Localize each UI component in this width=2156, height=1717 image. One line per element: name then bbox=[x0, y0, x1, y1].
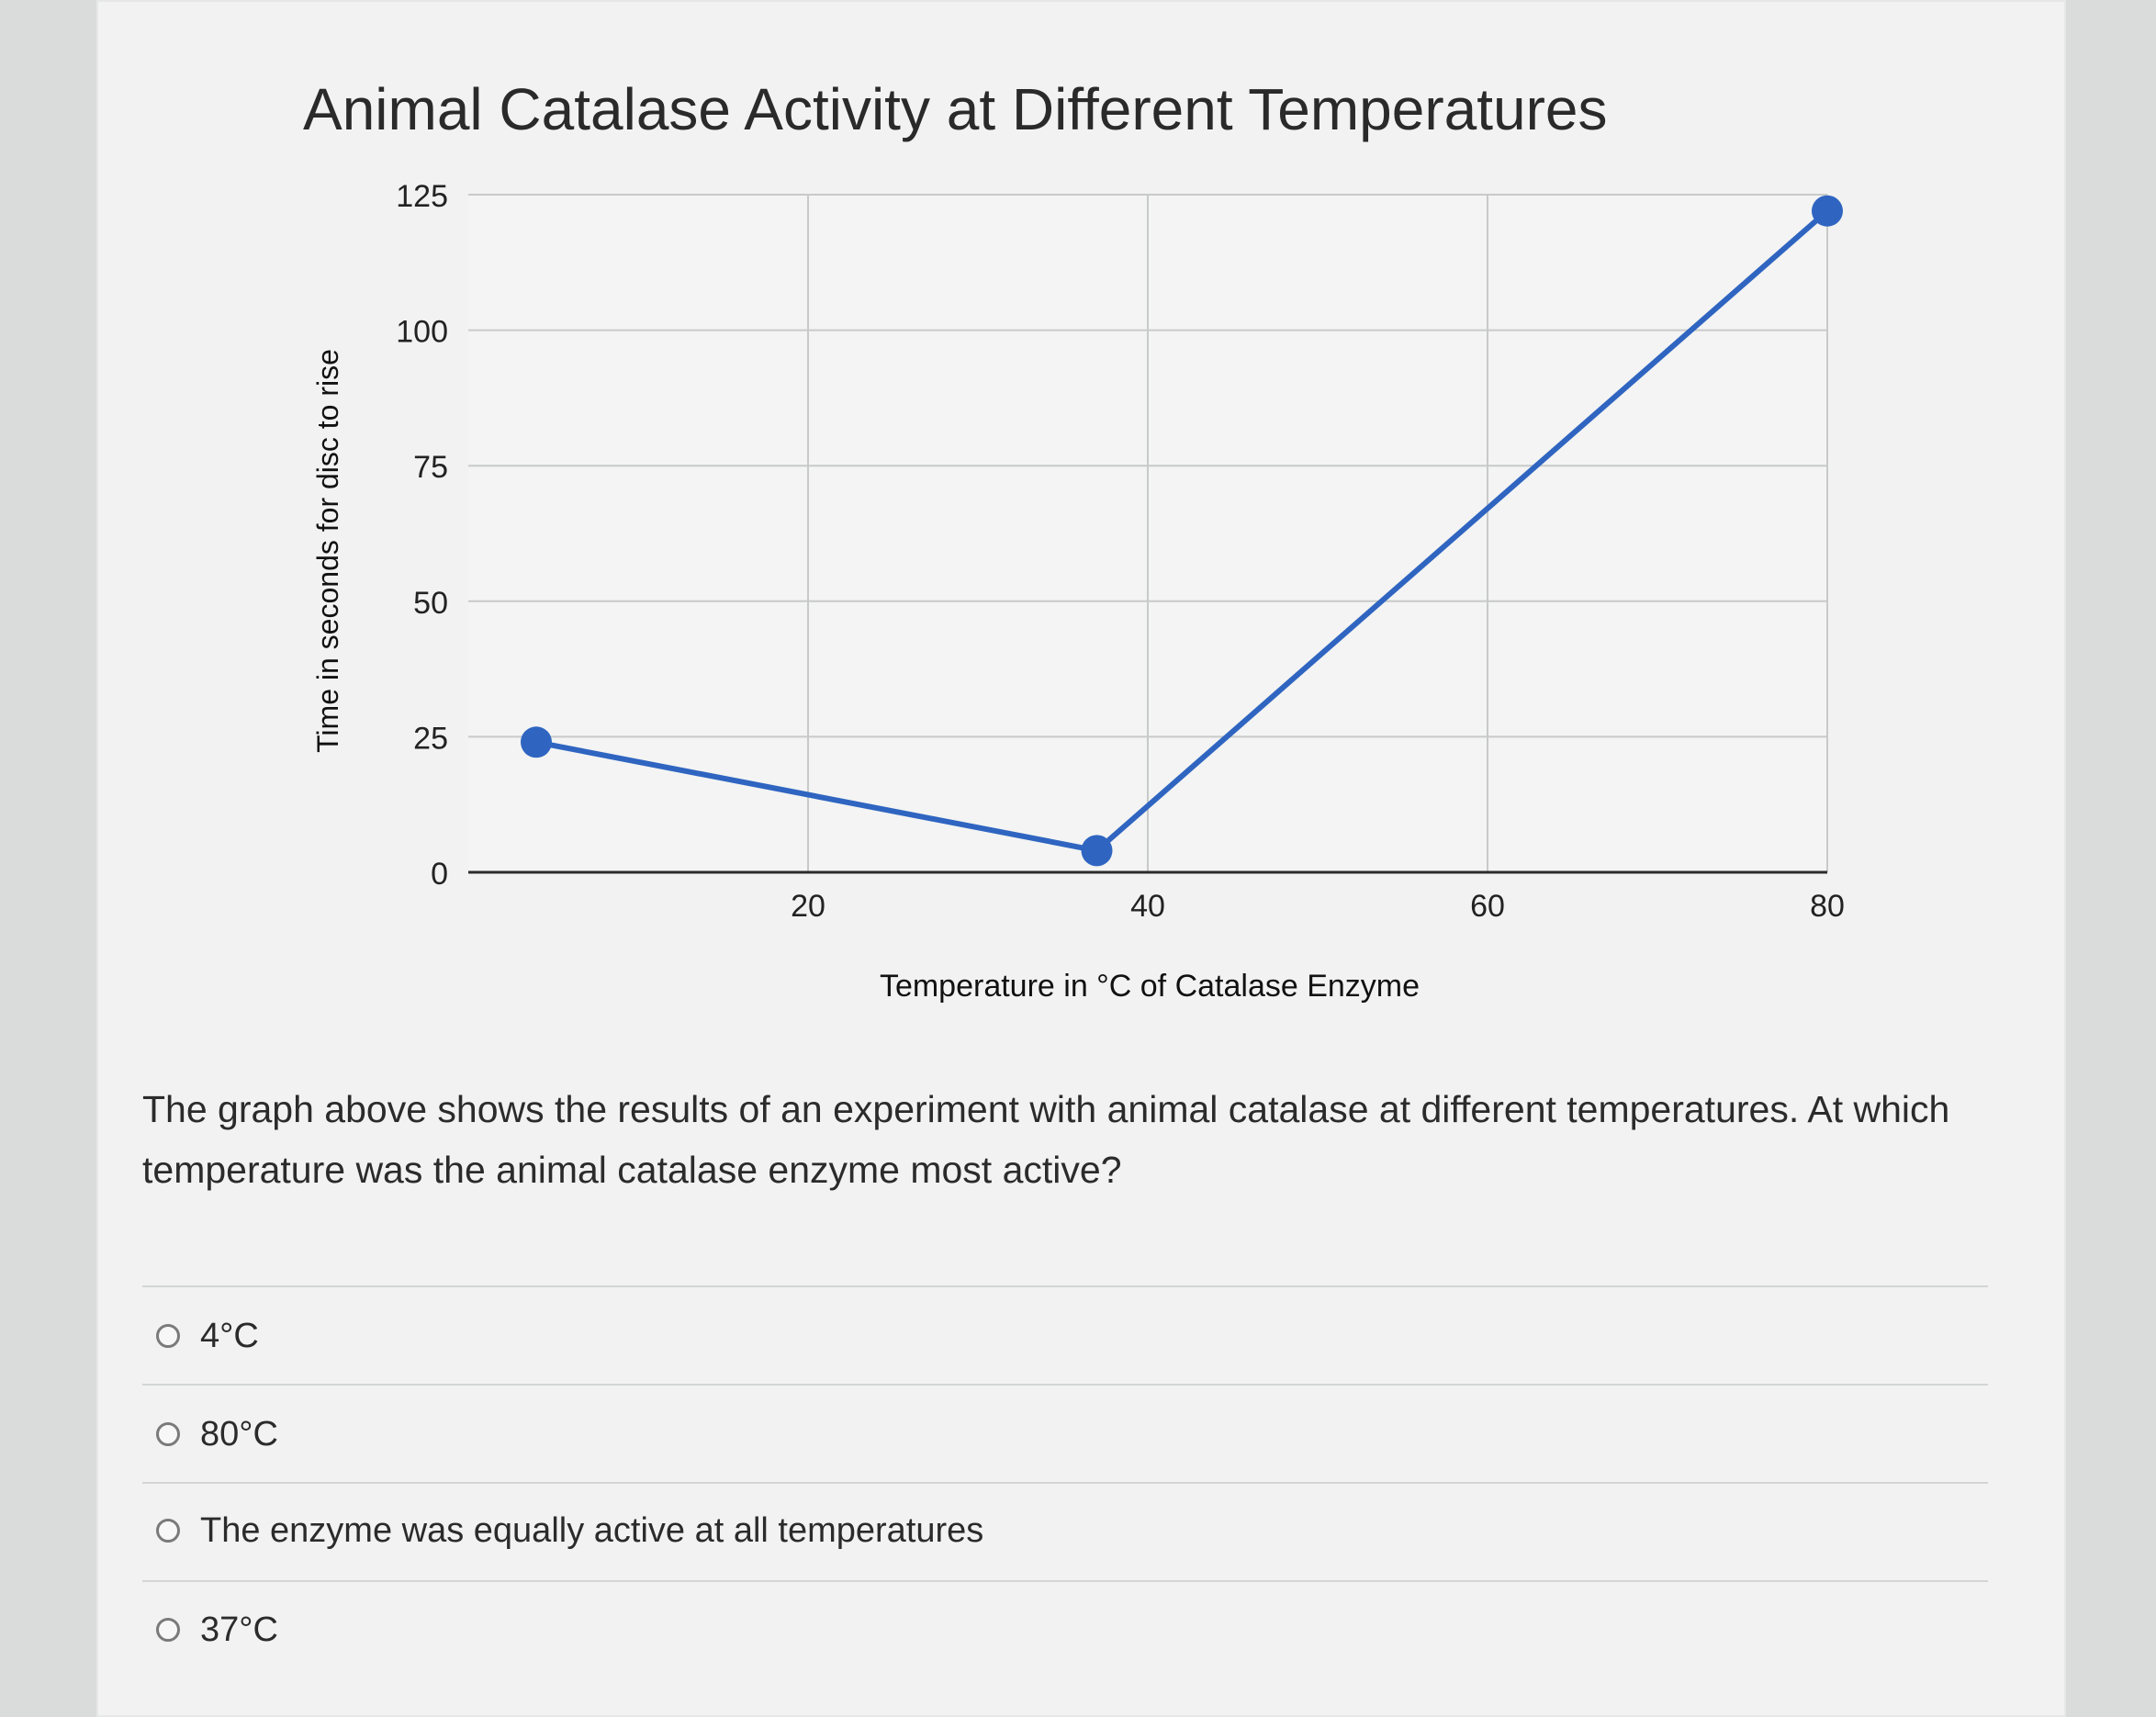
y-tick-label: 125 bbox=[396, 179, 448, 214]
x-tick-label: 20 bbox=[791, 889, 825, 924]
data-point bbox=[1081, 835, 1113, 867]
x-axis-label: Temperature in °C of Catalase Enzyme bbox=[880, 969, 1420, 1004]
radio-button[interactable] bbox=[156, 1324, 180, 1348]
y-tick-label: 0 bbox=[431, 857, 448, 892]
data-point bbox=[1812, 195, 1843, 227]
chart-title: Animal Catalase Activity at Different Te… bbox=[303, 76, 1608, 142]
y-tick-label: 50 bbox=[413, 586, 448, 621]
y-tick-label: 25 bbox=[413, 721, 448, 756]
option-label: The enzyme was equally active at all tem… bbox=[200, 1510, 984, 1550]
answer-option-3[interactable]: The enzyme was equally active at all tem… bbox=[156, 1503, 983, 1558]
x-tick-label: 80 bbox=[1810, 889, 1845, 924]
answer-option-1[interactable]: 4°C bbox=[156, 1308, 259, 1364]
line-chart: 0 25 50 75 100 125 20 40 60 80 Temperature in °C o… bbox=[311, 179, 1845, 1004]
data-point bbox=[521, 726, 552, 758]
y-tick-label: 100 bbox=[396, 315, 448, 350]
y-axis-label: Time in seconds for disc to rise bbox=[311, 349, 344, 753]
option-divider bbox=[142, 1482, 1988, 1484]
option-divider bbox=[142, 1285, 1988, 1287]
answer-option-4[interactable]: 37°C bbox=[156, 1602, 278, 1657]
option-divider bbox=[142, 1384, 1988, 1386]
option-divider bbox=[142, 1580, 1988, 1582]
y-tick-label: 75 bbox=[413, 450, 448, 485]
answer-option-2[interactable]: 80°C bbox=[156, 1407, 278, 1462]
option-label: 4°C bbox=[200, 1316, 259, 1355]
x-tick-label: 60 bbox=[1470, 889, 1505, 924]
option-label: 37°C bbox=[200, 1610, 278, 1649]
radio-button[interactable] bbox=[156, 1422, 180, 1446]
radio-button[interactable] bbox=[156, 1519, 180, 1543]
option-label: 80°C bbox=[200, 1414, 278, 1453]
radio-button[interactable] bbox=[156, 1618, 180, 1642]
question-text: The graph above shows the results of an … bbox=[142, 1088, 1950, 1191]
x-tick-label: 40 bbox=[1130, 889, 1165, 924]
